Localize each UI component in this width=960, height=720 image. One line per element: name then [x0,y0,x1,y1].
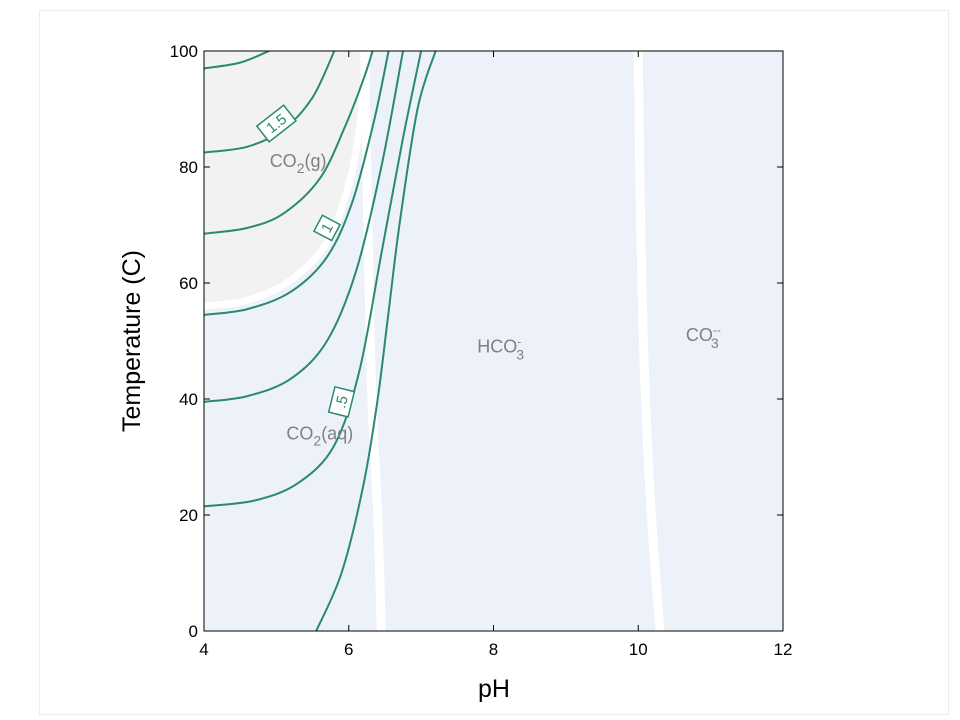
x-tick-label: 4 [199,640,208,659]
x-tick-label: 6 [344,640,353,659]
field-boundary [633,51,665,631]
y-tick-label: 80 [179,158,198,177]
contour-labels: 1.51.5 [255,104,356,418]
y-tick-label: 40 [179,390,198,409]
field-label: CO--3 [686,323,721,351]
y-tick-label: 60 [179,274,198,293]
x-axis-title: pH [478,675,510,703]
contour-line [204,51,423,508]
field-label-base: CO [686,325,713,345]
field-label: HCO-3 [477,335,524,363]
contour-line [204,51,270,70]
field-label-base: CO [286,424,313,444]
y-tick-label: 20 [179,506,198,525]
contour-line [204,51,404,403]
field-label: CO2(aq) [286,424,353,449]
field-label: CO2(g) [270,151,327,176]
y-tick-label: 0 [189,622,198,641]
x-tick-label: 8 [489,640,498,659]
field-label-sup: -- [713,323,721,337]
contour-line [204,51,374,235]
contour-label: .5 [327,385,356,418]
field-label-sub: 2 [313,433,321,449]
x-axis-ticks: 4 6 8 10 12 [199,51,792,659]
y-axis-title: Temperature (C) [118,250,146,432]
contour-label-box [255,104,298,143]
field-label-suffix: (aq) [321,424,353,444]
field-label-base: HCO [477,337,517,357]
y-axis-ticks: 0 20 40 60 80 100 [170,42,783,641]
contour-line [315,51,437,631]
field-label-sub: 2 [297,160,305,176]
contour-label-text: .5 [332,394,352,410]
chart-frame [39,10,949,715]
contour-lines [204,51,437,631]
field-label-base: CO [270,151,297,171]
x-tick-label: 10 [629,640,648,659]
field-label-sub: 3 [711,335,719,351]
field-boundary [204,51,371,310]
contour-label-box [327,385,356,418]
contour-label-box [312,214,342,242]
x-tick-label: 12 [774,640,793,659]
field-label-sub: 3 [516,347,524,363]
y-tick-label: 100 [170,42,198,61]
field-label-suffix: (g) [304,151,326,171]
field-label-sup: - [517,335,521,349]
contour-label: 1 [312,214,342,242]
field-labels: CO2(g)CO2(aq)HCO-3CO--3 [270,151,721,449]
plot-area [204,51,783,631]
contour-line [204,51,390,316]
